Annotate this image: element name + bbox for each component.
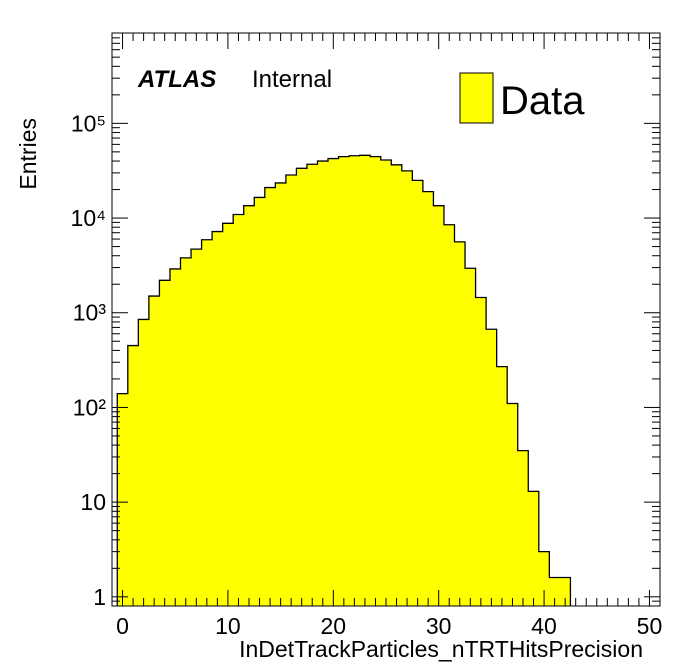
histogram-bar [243, 205, 255, 606]
histogram-bar [454, 241, 466, 606]
x-tick-label: 0 [116, 613, 129, 639]
histogram-bar [254, 197, 266, 606]
x-tick-label: 10 [215, 613, 241, 639]
histogram-bar [443, 224, 455, 606]
histogram-bar [338, 156, 350, 607]
histogram-bar [169, 268, 181, 606]
x-axis-label: InDetTrackParticles_nTRTHitsPrecision [239, 636, 643, 662]
y-tick-label: 10⁵ [71, 110, 106, 136]
y-tick-label: 10 [80, 489, 106, 515]
histogram-bar [517, 450, 529, 606]
histogram-bar [317, 161, 329, 607]
histogram-bar [559, 577, 571, 606]
histogram-bar [159, 280, 171, 606]
histogram-bar [328, 158, 339, 607]
tick-labels: 0 10 20 30 40 50 1 10 10² 10³ 10⁴ 10⁵ [71, 110, 663, 639]
histogram-bar [359, 155, 371, 606]
histogram-bar [349, 155, 361, 606]
axes [111, 32, 661, 607]
histogram-bar [538, 551, 550, 606]
x-tick-label: 50 [637, 613, 663, 639]
histogram-bar [391, 164, 403, 606]
histogram-bar [296, 168, 308, 606]
histogram-outline [116, 154, 572, 606]
x-tick-label: 40 [531, 613, 557, 639]
histogram-bar [180, 257, 192, 606]
histogram-bar [306, 164, 318, 606]
histogram-bar [465, 268, 476, 606]
legend: Data [459, 72, 585, 124]
y-tick-label: 10³ [73, 300, 107, 326]
histogram-bar [275, 182, 287, 606]
histogram-bar [422, 191, 434, 607]
histogram-bar [201, 239, 213, 606]
histogram-bar [222, 223, 234, 606]
histogram-bar [117, 393, 129, 606]
histogram-bar [370, 156, 382, 607]
histogram-bar [148, 296, 160, 606]
histogram-bar [412, 180, 424, 607]
legend-swatch-data [459, 72, 494, 124]
histogram-bar [212, 231, 224, 607]
atlas-experiment-label: ATLAS [137, 66, 216, 93]
atlas-label: ATLAS Internal [137, 66, 332, 93]
y-tick-label: 10² [73, 394, 107, 420]
histogram-bar [475, 297, 487, 606]
x-tick-label: 20 [321, 613, 347, 639]
y-tick-label: 10⁴ [71, 205, 106, 231]
histogram-bars [116, 154, 572, 607]
legend-entry-data: Data [500, 79, 585, 123]
y-tick-label: 1 [93, 584, 106, 610]
histogram-bar [138, 319, 150, 606]
x-tick-label: 30 [426, 613, 452, 639]
histogram-bar [233, 214, 245, 607]
atlas-status-label: Internal [252, 66, 332, 93]
histogram-bar [507, 403, 519, 606]
histogram-bar [433, 205, 445, 606]
histogram-bar [380, 160, 392, 606]
histogram-bar [264, 187, 276, 606]
histogram-bar [191, 249, 202, 606]
histogram-bar [285, 174, 297, 606]
histogram-bar [401, 170, 413, 606]
y-axis-label: Entries [15, 118, 41, 190]
histogram-bar [549, 577, 561, 606]
histogram-bar [486, 329, 498, 606]
histogram-bar [528, 491, 540, 606]
histogram-bar [496, 366, 508, 606]
histogram-bar [127, 345, 139, 606]
